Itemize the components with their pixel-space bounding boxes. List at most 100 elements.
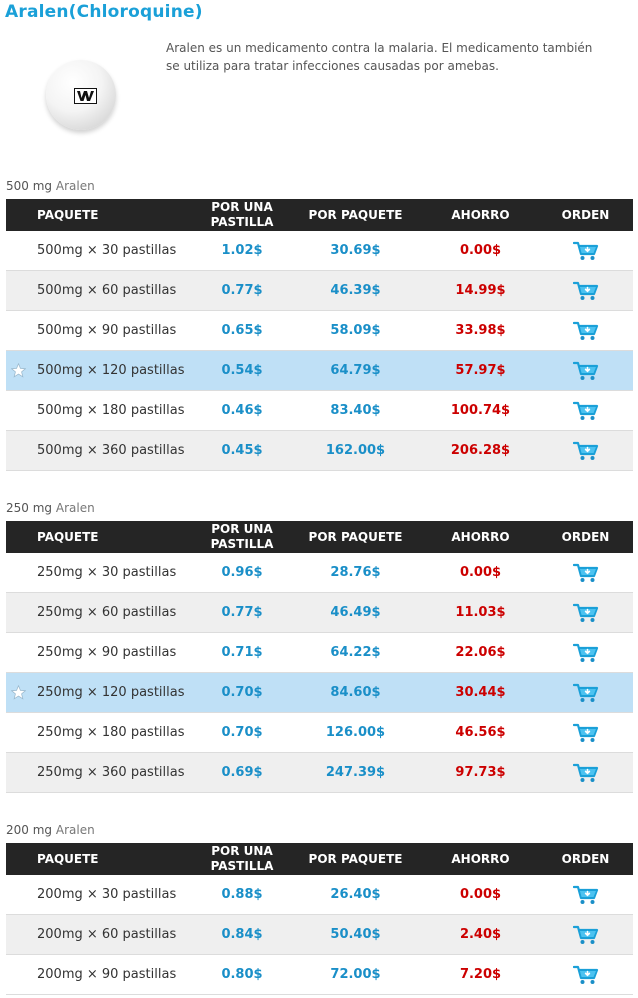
table-row[interactable]: 500mg × 30 pastillas 1.02$ 30.69$ 0.00$ bbox=[6, 231, 633, 271]
package-cell: 200mg × 60 pastillas bbox=[37, 927, 177, 942]
per-pill-price: 0.46$ bbox=[221, 403, 263, 418]
header-package: PAQUETE bbox=[37, 851, 99, 866]
per-pill-price: 0.84$ bbox=[221, 927, 263, 942]
package-cell: 250mg × 360 pastillas bbox=[37, 765, 185, 780]
per-pill-price: 0.71$ bbox=[221, 645, 263, 660]
table-row[interactable]: 500mg × 180 pastillas 0.46$ 83.40$ 100.74$ bbox=[6, 391, 633, 431]
package-cell: 500mg × 90 pastillas bbox=[37, 323, 177, 338]
savings-value: 11.03$ bbox=[455, 605, 506, 620]
table-row[interactable]: 500mg × 60 pastillas 0.77$ 46.39$ 14.99$ bbox=[6, 271, 633, 311]
cart-icon[interactable] bbox=[572, 360, 599, 382]
header-per-package: POR PAQUETE bbox=[308, 851, 403, 866]
section-title: 250 mg Aralen bbox=[6, 500, 633, 516]
table-header: PAQUETE POR UNA PASTILLA POR PAQUETE AHORRO… bbox=[6, 521, 633, 553]
per-package-price: 64.22$ bbox=[330, 645, 381, 660]
per-pill-price: 0.65$ bbox=[221, 323, 263, 338]
cart-icon[interactable] bbox=[572, 762, 599, 784]
savings-value: 100.74$ bbox=[450, 403, 511, 418]
order-cell bbox=[538, 722, 633, 744]
order-cell bbox=[538, 440, 633, 462]
product-description: Aralen es un medicamento contra la malar… bbox=[166, 41, 593, 73]
per-pill-price: 0.88$ bbox=[221, 887, 263, 902]
header-per-package: POR PAQUETE bbox=[308, 529, 403, 544]
section-title: 200 mg Aralen bbox=[6, 822, 633, 838]
per-pill-price: 0.69$ bbox=[221, 765, 263, 780]
table-row[interactable]: 200mg × 60 pastillas 0.84$ 50.40$ 2.40$ bbox=[6, 915, 633, 955]
cart-icon[interactable] bbox=[572, 964, 599, 986]
package-cell: 500mg × 60 pastillas bbox=[37, 283, 177, 298]
header-per-pill: POR UNA PASTILLA bbox=[210, 522, 274, 551]
table-row[interactable]: 500mg × 120 pastillas 0.54$ 64.79$ 57.97$ bbox=[6, 351, 633, 391]
order-cell bbox=[538, 400, 633, 422]
table-row[interactable]: 250mg × 60 pastillas 0.77$ 46.49$ 11.03$ bbox=[6, 593, 633, 633]
cart-icon[interactable] bbox=[572, 722, 599, 744]
package-cell: 250mg × 90 pastillas bbox=[37, 645, 177, 660]
header-order: ORDEN bbox=[561, 851, 610, 866]
savings-value: 97.73$ bbox=[455, 765, 506, 780]
cart-icon[interactable] bbox=[572, 440, 599, 462]
per-package-price: 26.40$ bbox=[330, 887, 381, 902]
per-pill-price: 0.96$ bbox=[221, 565, 263, 580]
cart-icon[interactable] bbox=[572, 884, 599, 906]
table-row[interactable]: 200mg × 30 pastillas 0.88$ 26.40$ 0.00$ bbox=[6, 875, 633, 915]
package-cell: 500mg × 180 pastillas bbox=[37, 403, 185, 418]
header-per-pill: POR UNA PASTILLA bbox=[210, 200, 274, 229]
header-order: ORDEN bbox=[561, 207, 610, 222]
per-pill-price: 0.80$ bbox=[221, 967, 263, 982]
order-cell bbox=[538, 762, 633, 784]
per-pill-price: 1.02$ bbox=[221, 243, 263, 258]
order-cell bbox=[538, 964, 633, 986]
cart-icon[interactable] bbox=[572, 642, 599, 664]
pill-image bbox=[46, 60, 116, 130]
per-pill-price: 0.45$ bbox=[221, 443, 263, 458]
package-cell: 250mg × 30 pastillas bbox=[37, 565, 177, 580]
per-package-price: 46.39$ bbox=[330, 283, 381, 298]
per-pill-price: 0.70$ bbox=[221, 725, 263, 740]
savings-value: 46.56$ bbox=[455, 725, 506, 740]
cart-icon[interactable] bbox=[572, 320, 599, 342]
cart-icon[interactable] bbox=[572, 602, 599, 624]
table-row[interactable]: 250mg × 90 pastillas 0.71$ 64.22$ 22.06$ bbox=[6, 633, 633, 673]
cart-icon[interactable] bbox=[572, 280, 599, 302]
savings-value: 33.98$ bbox=[455, 323, 506, 338]
section-name: Aralen bbox=[55, 179, 95, 193]
per-package-price: 247.39$ bbox=[325, 765, 386, 780]
header-order: ORDEN bbox=[561, 529, 610, 544]
cart-icon[interactable] bbox=[572, 562, 599, 584]
section-name: Aralen bbox=[55, 823, 95, 837]
package-cell: 200mg × 30 pastillas bbox=[37, 887, 177, 902]
per-package-price: 58.09$ bbox=[330, 323, 381, 338]
table-row[interactable]: 500mg × 90 pastillas 0.65$ 58.09$ 33.98$ bbox=[6, 311, 633, 351]
per-package-price: 83.40$ bbox=[330, 403, 381, 418]
savings-value: 0.00$ bbox=[459, 565, 502, 580]
table-header: PAQUETE POR UNA PASTILLA POR PAQUETE AHORRO… bbox=[6, 843, 633, 875]
per-pill-price: 0.77$ bbox=[221, 605, 263, 620]
table-row[interactable]: 250mg × 360 pastillas 0.69$ 247.39$ 97.73$ bbox=[6, 753, 633, 793]
savings-value: 2.40$ bbox=[459, 927, 502, 942]
order-cell bbox=[538, 602, 633, 624]
header-savings: AHORRO bbox=[451, 207, 510, 222]
per-package-price: 126.00$ bbox=[325, 725, 386, 740]
table-row[interactable]: 250mg × 120 pastillas 0.70$ 84.60$ 30.44$ bbox=[6, 673, 633, 713]
cart-icon[interactable] bbox=[572, 400, 599, 422]
order-cell bbox=[538, 360, 633, 382]
star-icon bbox=[10, 362, 27, 378]
per-package-price: 50.40$ bbox=[330, 927, 381, 942]
per-package-price: 84.60$ bbox=[330, 685, 381, 700]
header-savings: AHORRO bbox=[451, 851, 510, 866]
table-row[interactable]: 250mg × 180 pastillas 0.70$ 126.00$ 46.56$ bbox=[6, 713, 633, 753]
savings-value: 0.00$ bbox=[459, 243, 502, 258]
table-row[interactable]: 250mg × 30 pastillas 0.96$ 28.76$ 0.00$ bbox=[6, 553, 633, 593]
section-strength: 250 mg bbox=[6, 501, 53, 515]
per-pill-price: 0.77$ bbox=[221, 283, 263, 298]
cart-icon[interactable] bbox=[572, 240, 599, 262]
cart-icon[interactable] bbox=[572, 682, 599, 704]
table-row[interactable]: 200mg × 90 pastillas 0.80$ 72.00$ 7.20$ bbox=[6, 955, 633, 995]
per-pill-price: 0.70$ bbox=[221, 685, 263, 700]
savings-value: 14.99$ bbox=[455, 283, 506, 298]
table-row[interactable]: 500mg × 360 pastillas 0.45$ 162.00$ 206.28$ bbox=[6, 431, 633, 471]
per-package-price: 46.49$ bbox=[330, 605, 381, 620]
cart-icon[interactable] bbox=[572, 924, 599, 946]
product-title: Aralen(Chloroquine) bbox=[5, 2, 203, 22]
per-pill-price: 0.54$ bbox=[221, 363, 263, 378]
